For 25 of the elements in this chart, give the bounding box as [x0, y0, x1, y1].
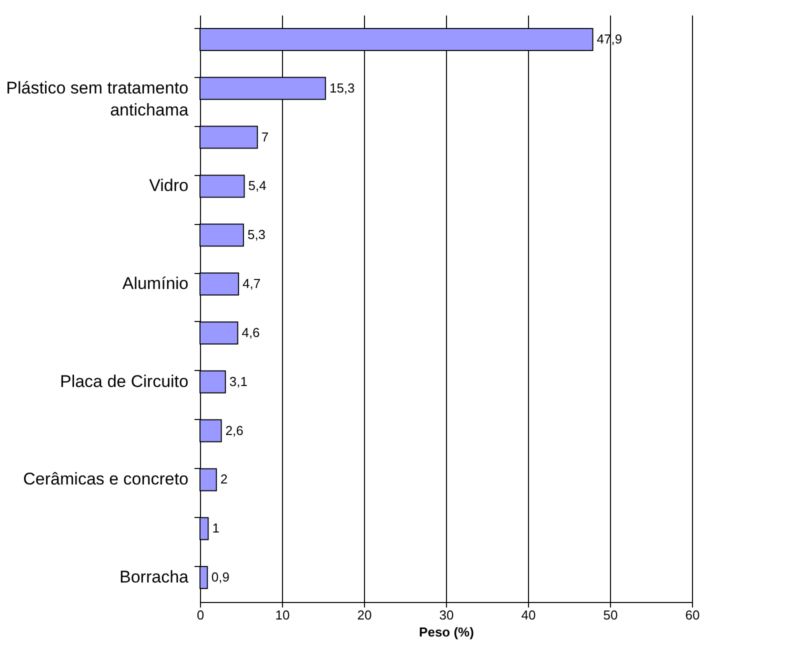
data-label: 1 — [212, 520, 220, 536]
data-label: 3,1 — [229, 374, 248, 389]
data-label: 7 — [261, 129, 269, 144]
y-tick-label: Plástico sem tratamento antichama — [6, 78, 190, 120]
x-axis-title: Peso (%) — [419, 624, 474, 640]
data-label: 0,9 — [211, 570, 230, 585]
y-tick-label: Placa de Circuito — [60, 372, 188, 391]
data-label: 15,3 — [329, 80, 355, 96]
x-tick-label: 30 — [439, 608, 454, 622]
data-label: 5,4 — [248, 178, 266, 194]
data-label: 4,7 — [242, 276, 261, 292]
y-tick-label: Vidro — [149, 176, 188, 196]
data-label: 4,6 — [242, 324, 260, 340]
x-tick-label: 0 — [196, 608, 204, 622]
y-tick-label: Borracha — [120, 568, 190, 587]
y-tick-label: Alumínio — [122, 274, 188, 294]
x-tick-label: 20 — [357, 608, 372, 622]
data-label: 2,6 — [225, 422, 244, 438]
x-tick-label: 60 — [685, 608, 700, 622]
y-tick-label: Cerâmicas e concreto — [23, 470, 188, 489]
data-label: 5,3 — [247, 227, 266, 242]
x-tick-label: 40 — [521, 608, 536, 622]
x-tick-label: 50 — [603, 608, 618, 622]
x-tick-label: 10 — [275, 608, 290, 622]
data-label: 2 — [220, 472, 228, 487]
